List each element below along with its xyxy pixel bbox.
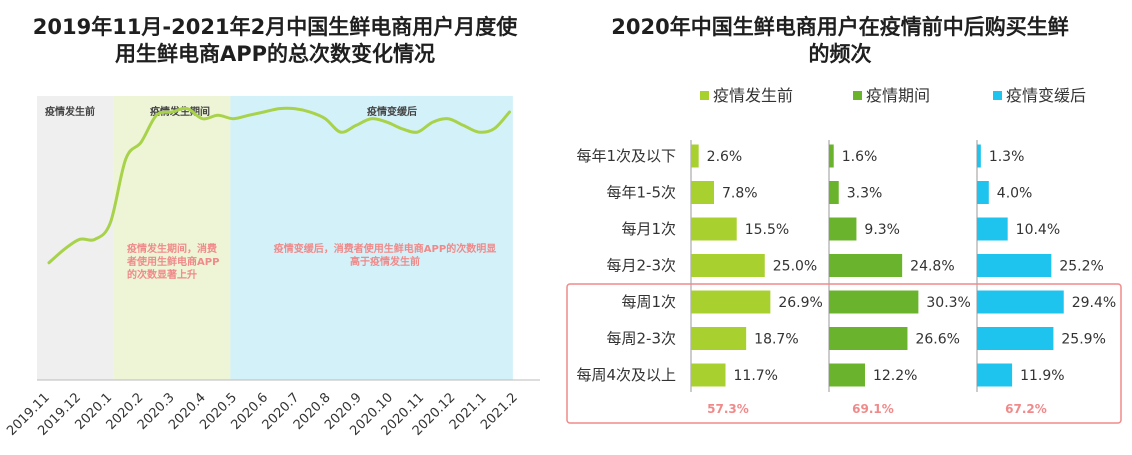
bar: [829, 363, 865, 387]
bar-value-label: 18.7%: [754, 332, 798, 348]
bar: [691, 363, 726, 387]
category-label: 每年1次及以下: [576, 147, 676, 165]
left-title-line: 用生鲜电商APP的总次数变化情况: [114, 42, 436, 66]
phase-band: [113, 96, 231, 380]
legend-swatch: [700, 91, 709, 100]
bar-value-label: 3.3%: [847, 186, 883, 202]
phase-band: [37, 96, 114, 380]
bar-value-label: 29.4%: [1072, 295, 1116, 311]
phase-label: 疫情发生期间: [150, 105, 210, 118]
bar: [977, 144, 981, 168]
bar: [829, 217, 857, 241]
bar-value-label: 15.5%: [745, 222, 789, 238]
legend-item-during: 疫情期间: [853, 82, 930, 106]
bar-value-label: 2.6%: [707, 149, 743, 165]
bar-value-label: 4.0%: [997, 186, 1033, 202]
legend-swatch: [853, 91, 862, 100]
highlight-total: 57.3%: [707, 402, 749, 416]
bar-value-label: 1.6%: [842, 149, 878, 165]
bar-value-label: 10.4%: [1016, 222, 1060, 238]
bar: [691, 290, 771, 314]
phase-label: 疫情变缓后: [367, 105, 417, 118]
legend-swatch: [993, 91, 1002, 100]
highlight-box: [566, 283, 1122, 424]
bar: [977, 181, 989, 204]
bar: [691, 254, 765, 277]
phase-label: 疫情发生前: [45, 105, 95, 118]
bar: [977, 254, 1052, 277]
bar-value-label: 12.2%: [873, 368, 917, 384]
bar-value-label: 9.3%: [864, 222, 900, 238]
category-label: 每周2-3次: [607, 330, 677, 348]
phase-band: [230, 96, 513, 380]
left-chart-title: 2019年11月-2021年2月中国生鲜电商用户月度使 用生鲜电商APP的总次数…: [10, 14, 540, 68]
bar: [691, 144, 699, 168]
annotation-after: 疫情变缓后，消费者使用生鲜电商APP的次数明显: [274, 242, 496, 255]
bar-value-label: 30.3%: [926, 295, 970, 311]
category-label: 每年1-5次: [607, 184, 677, 202]
bar-value-label: 26.6%: [915, 332, 959, 348]
bar: [977, 290, 1064, 314]
annotation-after: 高于疫情发生前: [350, 255, 420, 268]
bar-value-label: 1.3%: [989, 149, 1025, 165]
bar: [829, 144, 834, 168]
annotation-during: 的次数显著上升: [127, 268, 197, 281]
category-label: 每月1次: [621, 220, 676, 238]
annotation-during: 疫情发生期间，消费: [127, 242, 217, 255]
bar-value-label: 26.9%: [778, 295, 822, 311]
legend-item-after: 疫情变缓后: [993, 82, 1086, 106]
bar: [977, 363, 1013, 387]
category-label: 每周4次及以上: [576, 366, 676, 384]
bar: [691, 327, 747, 350]
legend-label: 疫情发生前: [713, 86, 794, 105]
category-label: 每月2-3次: [607, 257, 677, 275]
legend-label: 疫情期间: [866, 86, 931, 105]
bar-value-label: 25.9%: [1061, 332, 1105, 348]
bar-value-label: 25.0%: [773, 259, 817, 275]
left-title-line: 2019年11月-2021年2月中国生鲜电商用户月度使: [32, 15, 518, 39]
bar: [977, 327, 1054, 350]
right-chart-title: 2020年中国生鲜电商用户在疫情前中后购买生鲜 的频次: [560, 14, 1120, 68]
bar: [691, 217, 737, 241]
bar-value-label: 25.2%: [1059, 259, 1103, 275]
highlight-total: 69.1%: [852, 402, 894, 416]
highlight-total: 67.2%: [1005, 402, 1047, 416]
legend-label: 疫情变缓后: [1006, 86, 1087, 105]
bar-value-label: 11.7%: [734, 368, 778, 384]
bar: [829, 290, 919, 314]
legend-item-before: 疫情发生前: [700, 82, 793, 106]
right-title-line: 2020年中国生鲜电商用户在疫情前中后购买生鲜: [611, 15, 1069, 39]
annotation-during: 者使用生鲜电商APP: [126, 255, 219, 268]
bar: [829, 254, 903, 277]
bar-value-label: 7.8%: [722, 186, 758, 202]
category-label: 每周1次: [621, 293, 676, 311]
usage-trend-line: [47, 106, 511, 265]
bar: [829, 181, 839, 204]
bar: [829, 327, 908, 350]
bar-value-label: 11.9%: [1020, 368, 1064, 384]
right-title-line: 的频次: [808, 42, 872, 66]
bar: [691, 181, 715, 204]
bar: [977, 217, 1008, 241]
bar-value-label: 24.8%: [910, 259, 954, 275]
